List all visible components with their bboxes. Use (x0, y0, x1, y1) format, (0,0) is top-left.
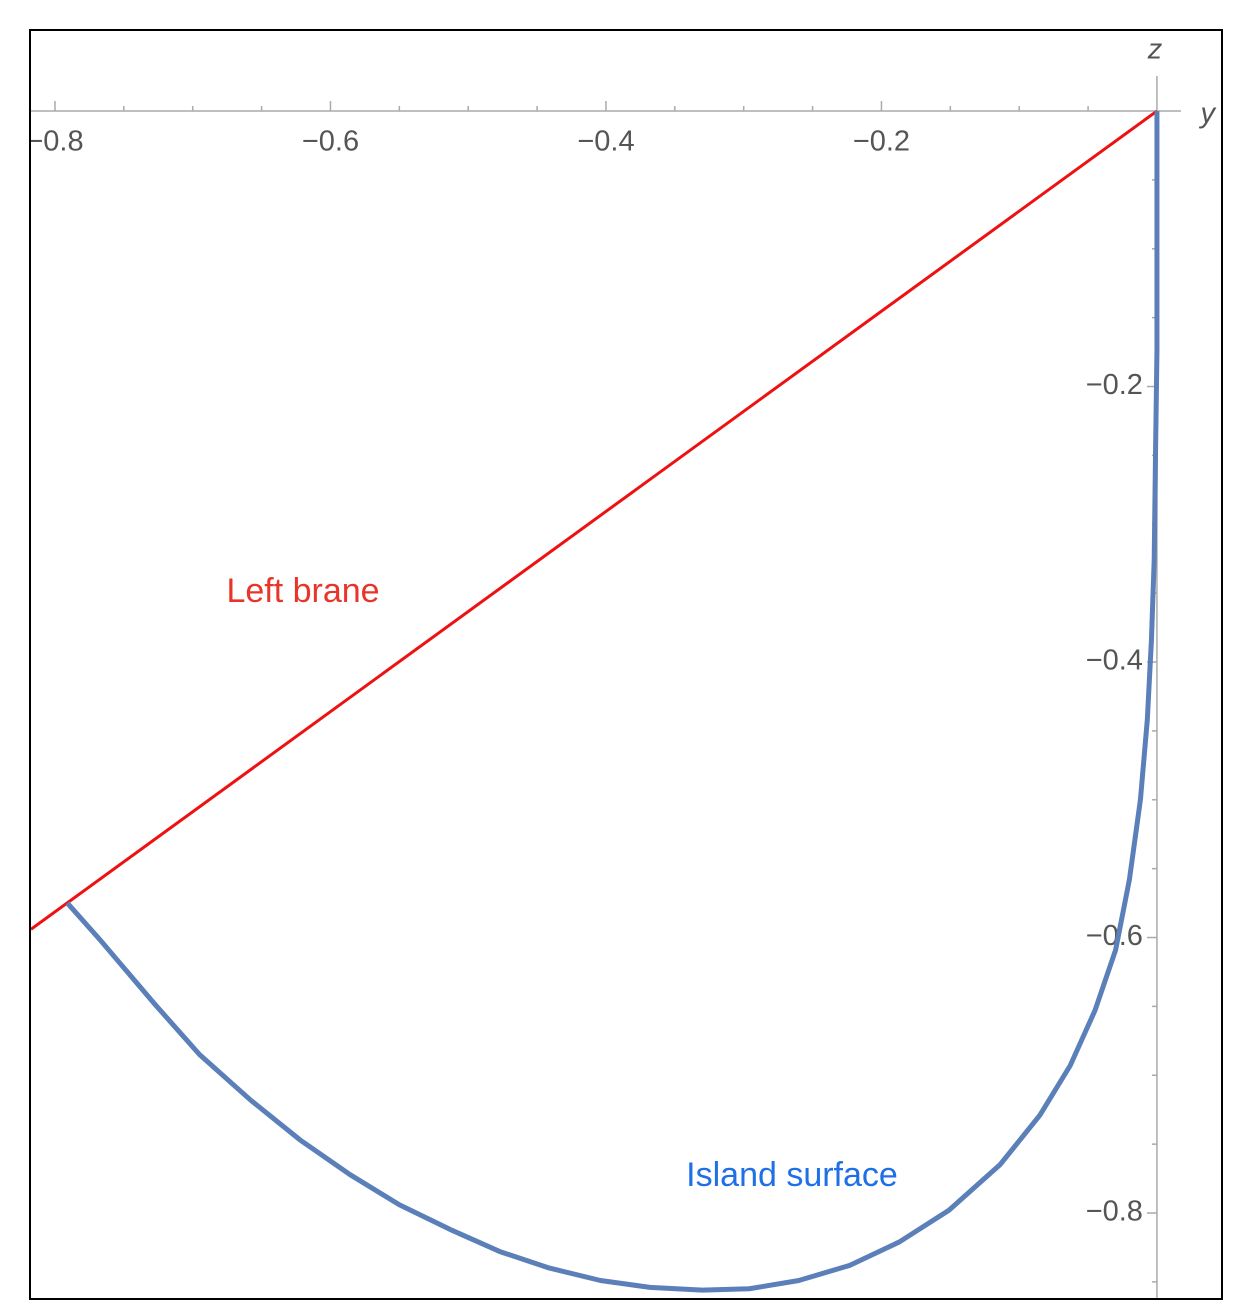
y-axis-label: z (1147, 34, 1163, 66)
x-tick-label: −0.6 (302, 126, 359, 158)
series-label: Island surface (686, 1156, 898, 1194)
plot-area: −0.8 −0.6 −0.4 −0.2−0.2−0.4−0.6−0.8 (26, 76, 1181, 1298)
y-tick-label: −0.2 (1086, 369, 1143, 401)
x-tick-label: −0.2 (853, 126, 910, 158)
series-line (65, 111, 1160, 1293)
series-line (31, 109, 1158, 931)
x-axis-label: y (1199, 98, 1217, 130)
frame (29, 29, 1223, 1300)
x-tick-label: −0.8 (26, 126, 83, 158)
x-tick-label: −0.4 (577, 126, 634, 158)
y-tick-label: −0.8 (1086, 1196, 1143, 1228)
y-tick-label: −0.4 (1086, 645, 1143, 677)
series-label: Left brane (226, 572, 379, 610)
